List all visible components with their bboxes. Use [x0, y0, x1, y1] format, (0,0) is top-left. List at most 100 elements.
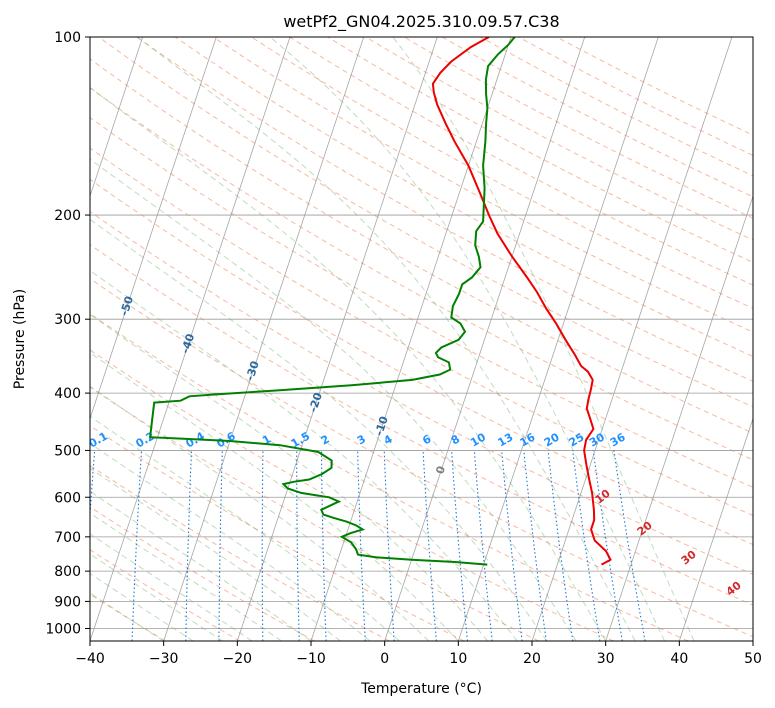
x-tick-label: 50: [744, 651, 762, 667]
dry-adiabat-label: 20: [635, 519, 655, 539]
isotherm: [752, 639, 753, 641]
mixing-ratio-label: 10: [468, 430, 488, 449]
dry-adiabat: [90, 87, 753, 461]
moist-adiabat: [136, 37, 636, 641]
dry-adiabat: [174, 37, 753, 358]
dry-adiabat: [90, 386, 540, 641]
dry-adiabat: [90, 349, 614, 641]
x-axis-label: Temperature (°C): [360, 681, 482, 697]
mixing-ratio-line: [451, 450, 469, 641]
dewpoint-profile: [148, 37, 516, 566]
dry-adiabat-label: 40: [724, 579, 744, 599]
moist-adiabat: [90, 533, 253, 641]
mixing-ratio-label: 16: [518, 430, 538, 449]
y-tick-label: 700: [54, 530, 81, 546]
moist-adiabat: [90, 86, 607, 641]
isotherm: [0, 37, 69, 641]
moist-adiabat: [90, 158, 577, 641]
isotherm: [90, 37, 291, 641]
mixing-ratio-label: 2: [319, 432, 332, 447]
mixing-ratio-label: 25: [567, 431, 587, 450]
x-tick-label: 10: [449, 651, 467, 667]
background-lines: [0, 37, 753, 641]
moist-adiabat: [90, 553, 223, 641]
x-tick-label: −10: [296, 651, 326, 667]
y-tick-label: 600: [54, 490, 81, 506]
isotherm-label: 0: [433, 464, 448, 476]
x-tick-label: 20: [523, 651, 541, 667]
x-tick-label: 40: [670, 651, 688, 667]
profiles: [148, 37, 612, 566]
mixing-ratio-line: [90, 450, 96, 522]
isotherm: [163, 37, 365, 641]
mixing-ratio-label: 6: [420, 432, 433, 447]
temperature-profile: [431, 37, 612, 566]
moist-adiabat: [90, 269, 518, 641]
moist-adiabat: [90, 218, 548, 641]
moist-adiabat: [90, 592, 164, 641]
dry-adiabat: [90, 243, 753, 606]
y-tick-label: 1000: [45, 621, 81, 637]
mixing-ratio-label: 4: [381, 432, 394, 447]
dry-adiabat: [518, 37, 753, 156]
x-tick-label: −30: [149, 651, 179, 667]
mixing-ratio-label: 13: [496, 431, 516, 450]
mixing-ratio-line: [422, 450, 437, 641]
mixing-ratio-label: 36: [608, 430, 628, 449]
mixing-ratio-line: [131, 450, 143, 641]
isotherm: [384, 37, 586, 641]
isotherm-label: -60: [62, 239, 81, 262]
dry-adiabat: [90, 210, 753, 575]
dry-adiabat: [98, 37, 753, 408]
isotherm: [605, 194, 753, 641]
dry-adiabat: [90, 549, 241, 641]
dry-adiabat: [90, 506, 315, 641]
plot-area: -100-90-80-70-60-50-40-30-20-1000.10.20.…: [0, 37, 753, 641]
dry-adiabat: [136, 37, 753, 382]
dry-adiabat: [212, 37, 753, 333]
x-tick-label: 30: [597, 651, 615, 667]
moist-adiabat: [392, 37, 695, 641]
dry-adiabat: [90, 425, 465, 641]
mixing-ratio-line: [320, 450, 327, 641]
dry-adiabat: [480, 37, 753, 177]
isotherm: [457, 37, 659, 641]
mixing-ratio-line: [261, 450, 264, 641]
mixing-ratio-line: [383, 450, 395, 641]
y-tick-label: 200: [54, 208, 81, 224]
dry-adiabat: [90, 147, 753, 517]
isotherm: [90, 37, 144, 198]
isotherm-label: -70: [4, 193, 23, 216]
moist-adiabat: [90, 512, 282, 641]
mixing-ratio-line: [613, 450, 646, 641]
y-tick-label: 500: [54, 443, 81, 459]
isotherm: [236, 37, 438, 641]
isotherm: [90, 37, 217, 420]
x-axis: −40 −30 −20 −10 0 10 20 30 40 50: [75, 641, 762, 667]
moist-adiabat: [90, 352, 459, 641]
isotherm: [310, 37, 512, 641]
mixing-ratio-line: [572, 450, 601, 641]
line-labels: -100-90-80-70-60-50-40-30-20-1000.10.20.…: [4, 193, 744, 599]
dry-adiabat: [90, 464, 390, 641]
y-axis: 100 200 300 400 500 600 700 800 900 1000: [45, 30, 90, 637]
x-tick-label: −40: [75, 651, 105, 667]
y-tick-label: 300: [54, 312, 81, 328]
isotherm: [531, 37, 733, 641]
mixing-ratio-line: [547, 450, 574, 641]
moist-adiabat: [90, 467, 341, 641]
mixing-ratio-line: [592, 450, 623, 641]
isotherm-label: -10: [372, 414, 391, 437]
y-tick-label: 400: [54, 386, 81, 402]
mixing-ratio-line: [501, 450, 523, 641]
mixing-ratio-line: [218, 450, 223, 641]
moist-adiabat: [90, 490, 312, 641]
dry-adiabat-label: 30: [679, 548, 699, 568]
mixing-ratio-label: 0.2: [134, 429, 157, 450]
dry-adiabat: [90, 58, 753, 434]
moist-adiabat: [90, 572, 194, 641]
dry-adiabat-label: 10: [593, 487, 613, 507]
y-tick-label: 900: [54, 594, 81, 610]
isotherm-label: -20: [306, 391, 325, 414]
